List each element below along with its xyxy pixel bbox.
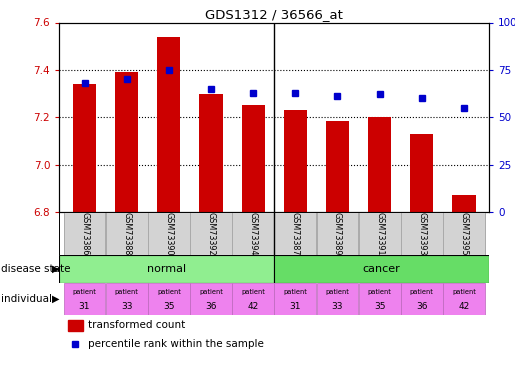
Text: 36: 36 [416, 302, 427, 310]
Bar [401, 212, 443, 255]
Text: patient: patient [325, 289, 349, 295]
Text: normal: normal [147, 264, 186, 274]
Bar [232, 283, 274, 315]
Text: GSM73388: GSM73388 [122, 212, 131, 255]
Bar [326, 121, 349, 212]
Bar [443, 212, 485, 255]
Bar [232, 212, 274, 255]
Bar [274, 255, 489, 283]
Bar [115, 72, 138, 212]
Text: GSM73390: GSM73390 [164, 211, 174, 255]
Text: GSM73394: GSM73394 [249, 211, 258, 255]
Text: GSM73395: GSM73395 [459, 211, 469, 255]
Text: GSM73389: GSM73389 [333, 211, 342, 255]
Text: GSM73386: GSM73386 [80, 212, 89, 255]
Bar [148, 283, 190, 315]
Bar [64, 212, 106, 255]
Text: 35: 35 [374, 302, 385, 310]
Text: patient: patient [410, 289, 434, 295]
Text: patient: patient [368, 289, 391, 295]
Bar [317, 212, 358, 255]
Bar [284, 110, 307, 212]
Text: 36: 36 [205, 302, 217, 310]
Text: 31: 31 [289, 302, 301, 310]
Text: cancer: cancer [363, 264, 401, 274]
Bar [443, 283, 485, 315]
Text: disease state: disease state [1, 264, 70, 274]
Bar [64, 283, 106, 315]
Text: ▶: ▶ [52, 264, 59, 274]
Text: 42: 42 [458, 302, 470, 310]
Bar [317, 283, 358, 315]
Bar [190, 212, 232, 255]
Bar [452, 195, 475, 212]
Bar [106, 283, 148, 315]
Text: patient: patient [241, 289, 265, 295]
Title: GDS1312 / 36566_at: GDS1312 / 36566_at [205, 8, 343, 21]
Text: 35: 35 [163, 302, 175, 310]
Bar [242, 105, 265, 212]
Bar [401, 283, 443, 315]
Bar [148, 212, 190, 255]
Text: GSM73393: GSM73393 [417, 211, 426, 255]
Bar [274, 283, 316, 315]
Bar [359, 283, 401, 315]
Text: GSM73391: GSM73391 [375, 211, 384, 255]
Bar [410, 134, 434, 212]
Bar [157, 37, 180, 212]
Text: patient: patient [157, 289, 181, 295]
Text: patient: patient [115, 289, 139, 295]
Text: 33: 33 [121, 302, 132, 310]
Bar [359, 212, 401, 255]
Text: 33: 33 [332, 302, 343, 310]
Text: patient: patient [283, 289, 307, 295]
Text: ▶: ▶ [52, 294, 59, 304]
Bar [59, 255, 274, 283]
Text: patient: patient [199, 289, 223, 295]
Bar [68, 320, 83, 331]
Bar [199, 93, 222, 212]
Bar [73, 84, 96, 212]
Text: percentile rank within the sample: percentile rank within the sample [89, 339, 264, 349]
Text: 42: 42 [248, 302, 259, 310]
Bar [190, 283, 232, 315]
Bar [274, 212, 316, 255]
Text: individual: individual [1, 294, 52, 304]
Text: GSM73392: GSM73392 [207, 211, 215, 255]
Text: 31: 31 [79, 302, 90, 310]
Text: transformed count: transformed count [89, 320, 186, 330]
Bar [106, 212, 148, 255]
Text: patient: patient [73, 289, 96, 295]
Text: GSM73387: GSM73387 [291, 211, 300, 255]
Text: patient: patient [452, 289, 476, 295]
Bar [368, 117, 391, 212]
